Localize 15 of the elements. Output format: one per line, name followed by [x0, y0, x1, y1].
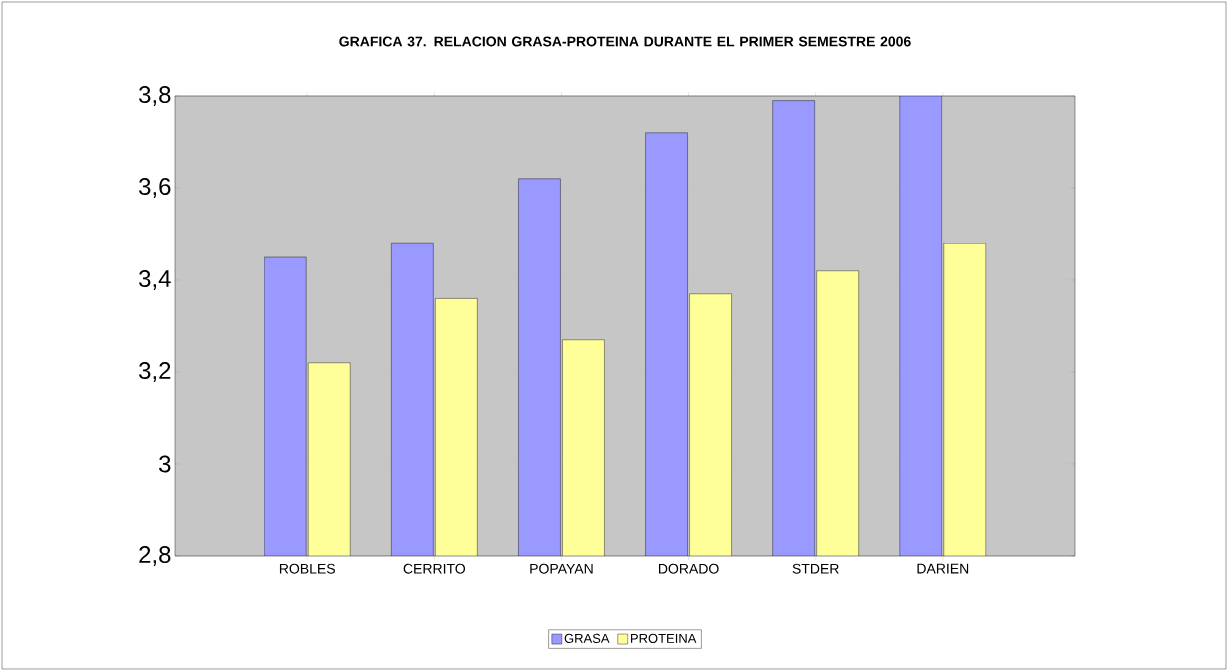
- y-tick-label: 3,8: [139, 86, 171, 106]
- x-tick-label: POPAYAN: [530, 563, 593, 574]
- x-tick-label: CERRITO: [403, 563, 466, 574]
- chart-title: GRAFICA 37. RELACION GRASA-PROTEINA DURANTE EL PRIMER SEMESTRE 2006: [339, 36, 911, 47]
- y-tick-label: 3,4: [139, 270, 171, 290]
- y-tick-label: 2,8: [139, 546, 171, 566]
- y-tick-label: 3: [159, 455, 171, 473]
- x-tick-label: STDER: [792, 563, 839, 574]
- x-tick-label: ROBLES: [279, 563, 335, 574]
- legend-label: GRASA: [564, 633, 610, 643]
- y-tick-label: 3,2: [139, 362, 171, 382]
- x-tick-label: DORADO: [658, 563, 719, 574]
- y-tick-label: 3,6: [139, 178, 171, 198]
- legend-label: PROTEINA: [631, 633, 697, 643]
- x-tick-label: DARIEN: [917, 563, 969, 574]
